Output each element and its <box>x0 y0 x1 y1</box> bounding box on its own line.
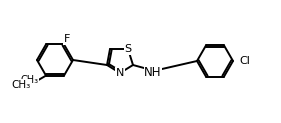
Text: NH: NH <box>144 66 162 78</box>
Text: CH₃: CH₃ <box>21 75 39 85</box>
Text: Cl: Cl <box>239 56 250 66</box>
Text: F: F <box>64 34 70 44</box>
Text: S: S <box>124 44 132 54</box>
Text: CH₃: CH₃ <box>12 80 31 90</box>
Text: N: N <box>116 68 124 78</box>
